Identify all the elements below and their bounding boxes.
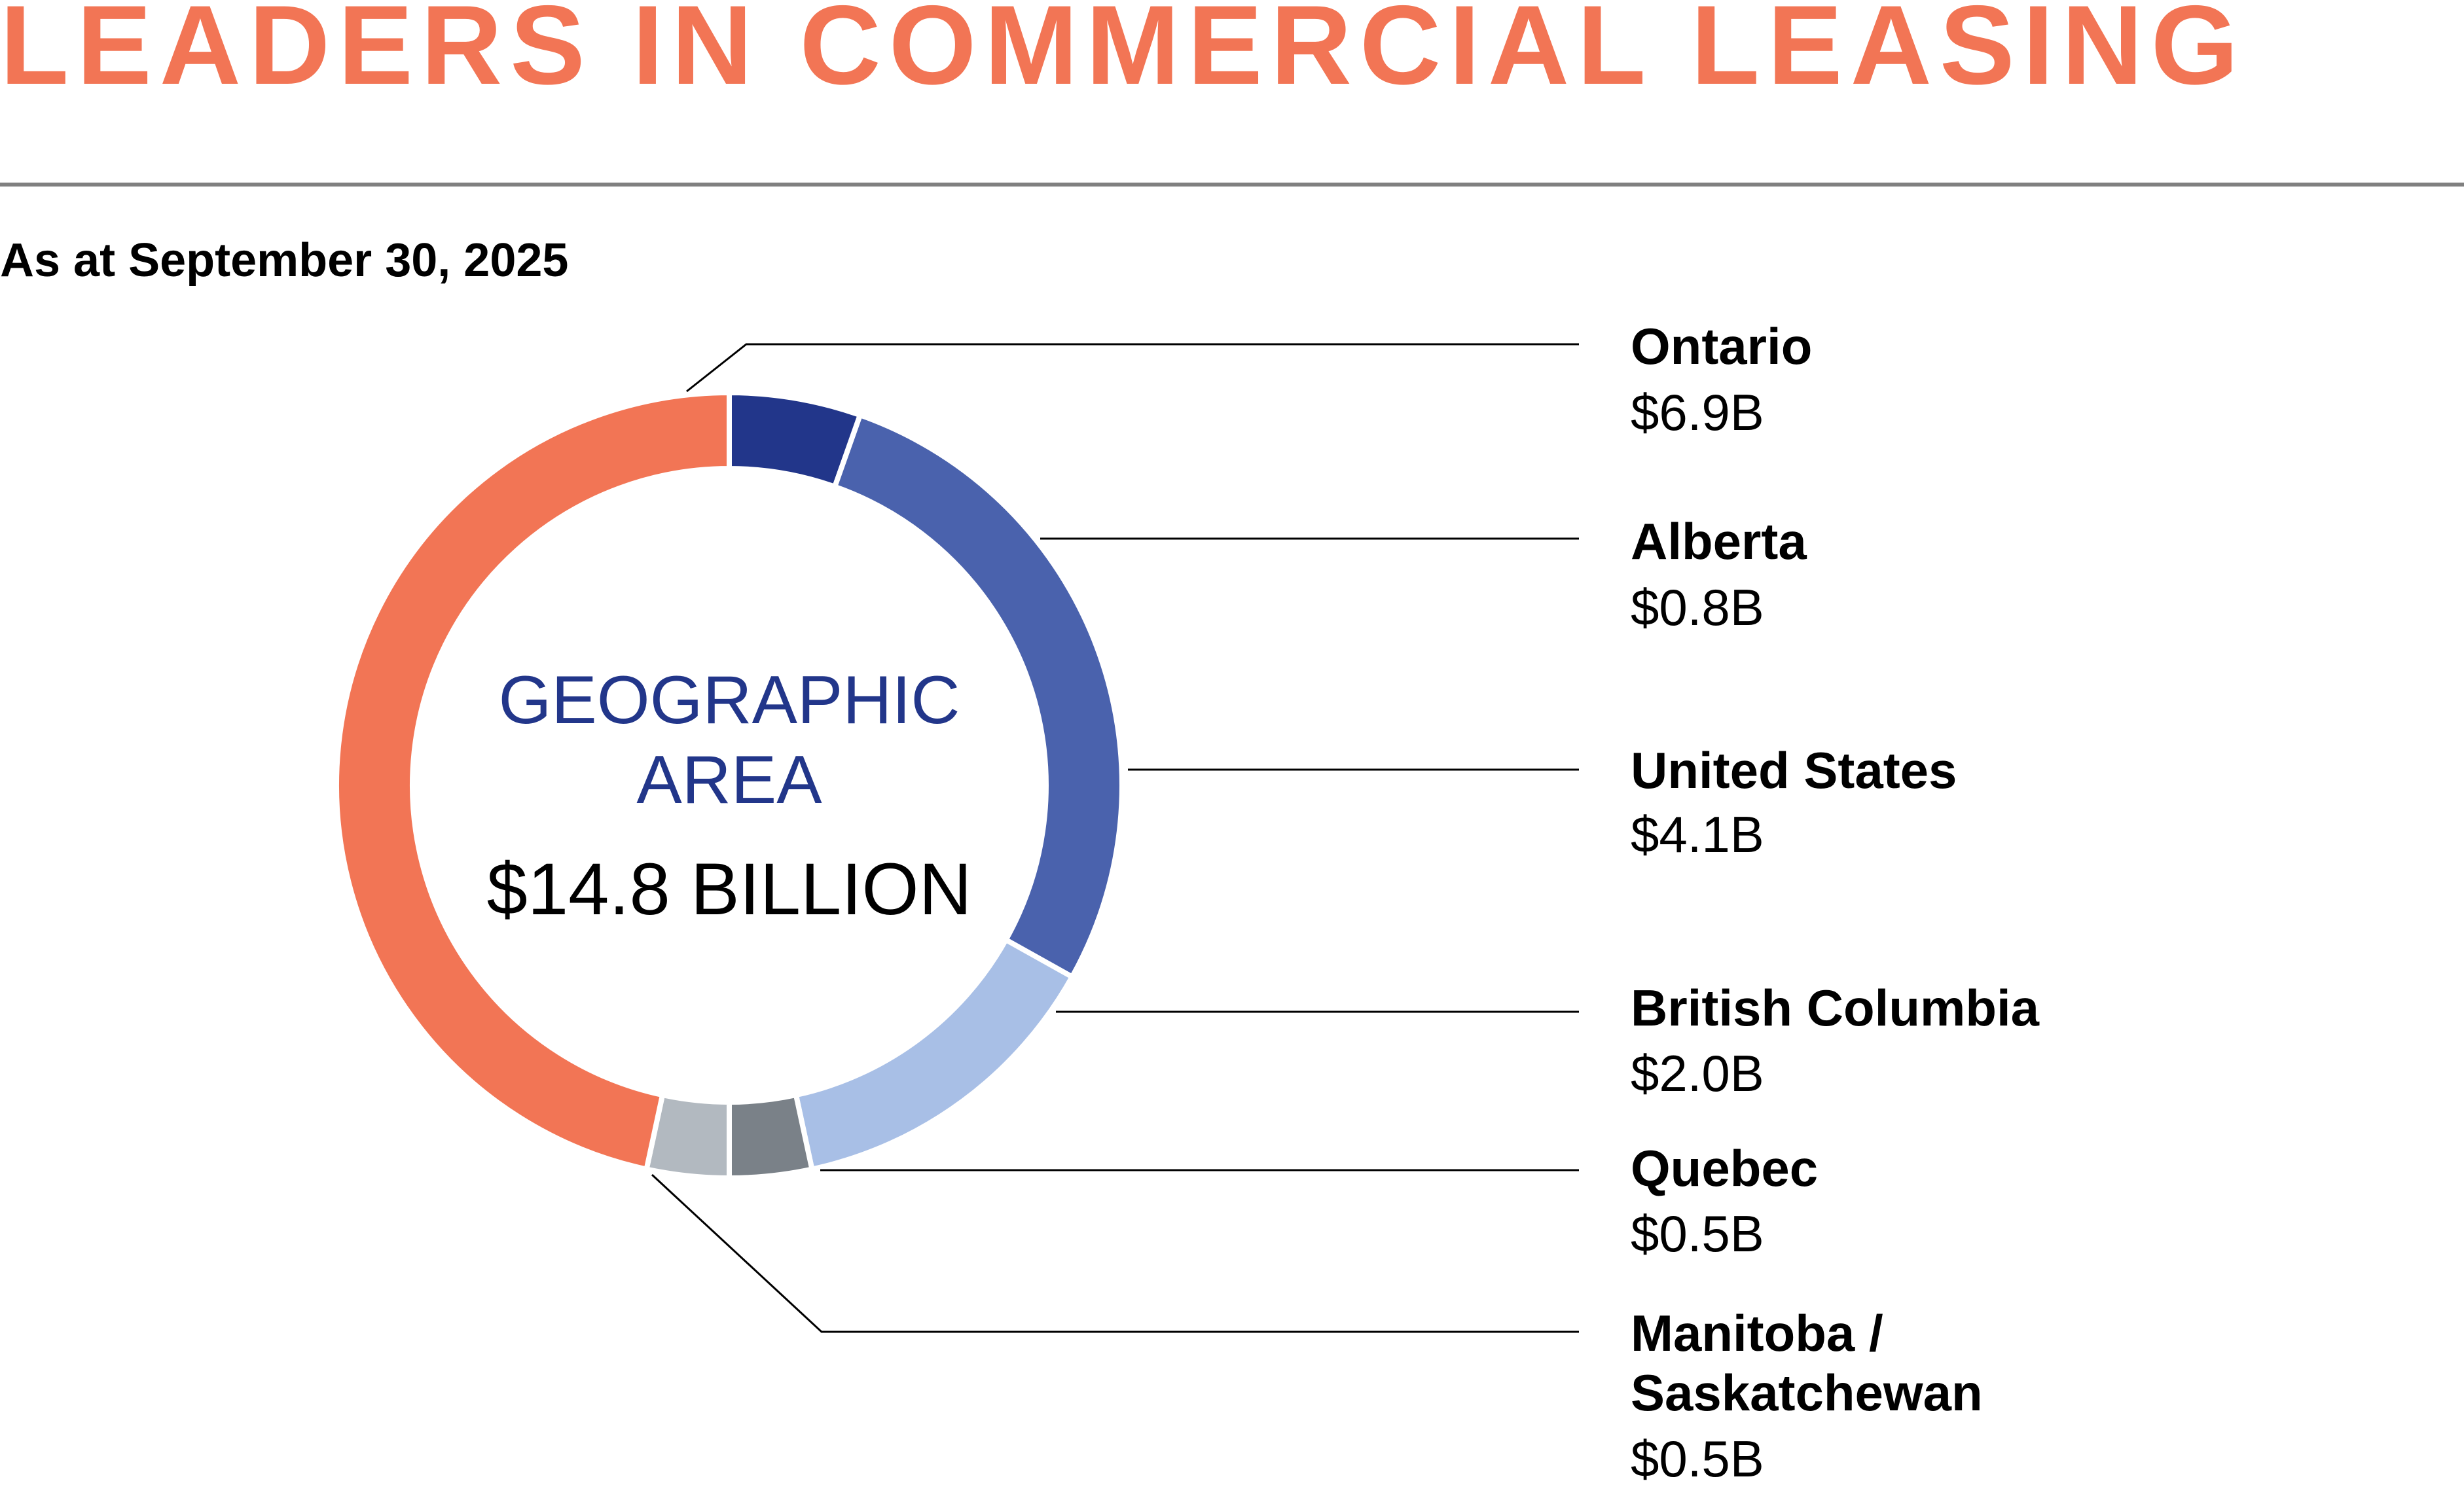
leader-line-manitoba-saskatchewan (651, 1173, 1579, 1333)
total-value: $14.8 BILLION (487, 848, 972, 930)
center-label-line-2: AREA (636, 742, 822, 818)
legend-item-quebec: Quebec $0.5B (1631, 1139, 1818, 1262)
legend-label: Alberta (1631, 512, 1807, 570)
legend-value: $0.5B (1631, 1430, 1764, 1488)
donut-center-label: GEOGRAPHIC AREA $14.8 BILLION (487, 662, 972, 930)
legend-label: British Columbia (1631, 979, 2040, 1037)
donut-chart (334, 389, 1125, 1181)
legend-value: $6.9B (1631, 384, 1764, 441)
legend-value: $4.1B (1631, 806, 1764, 863)
legend-item-manitoba-saskatchewan: Manitoba / Saskatchewan $0.5B (1631, 1304, 1983, 1488)
center-label-line-1: GEOGRAPHIC (499, 662, 960, 738)
legend-value: $2.0B (1631, 1045, 1764, 1102)
legend-item-alberta: Alberta $0.8B (1631, 512, 1807, 636)
donut-slice-british-columbia (793, 936, 1076, 1173)
donut-slice-quebec (727, 1092, 816, 1181)
legend: Ontario $6.9B Alberta $0.8B United State… (1631, 317, 2040, 1488)
leader-lines (651, 343, 1579, 1333)
page-title: LEADERS IN COMMERCIAL LEASING (0, 0, 2246, 108)
leader-line-ontario (686, 343, 1579, 393)
title-divider (0, 183, 2464, 187)
legend-label: Quebec (1631, 1139, 1818, 1197)
as-at-date: As at September 30, 2025 (0, 234, 568, 287)
legend-item-united-states: United States $4.1B (1631, 741, 1957, 863)
legend-value: $0.8B (1631, 579, 1764, 636)
legend-item-british-columbia: British Columbia $2.0B (1631, 979, 2040, 1102)
donut-slice-united-states (831, 412, 1125, 981)
legend-label: Ontario (1631, 317, 1812, 375)
legend-value: $0.5B (1631, 1205, 1764, 1262)
legend-label: United States (1631, 741, 1957, 799)
legend-label-line-2: Saskatchewan (1631, 1364, 1983, 1421)
legend-label: Manitoba / (1631, 1304, 1883, 1362)
donut-slice-ontario (334, 389, 732, 1173)
legend-item-ontario: Ontario $6.9B (1631, 317, 1812, 441)
